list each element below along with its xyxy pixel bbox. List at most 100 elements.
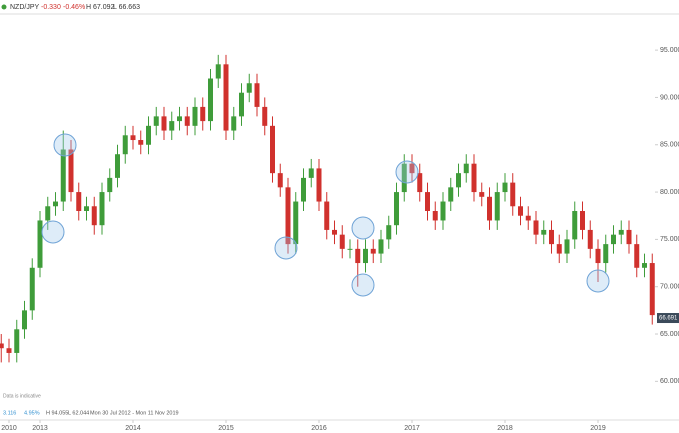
candle-body bbox=[254, 83, 260, 107]
candle-body bbox=[29, 267, 35, 311]
y-tick-label: 65.000 bbox=[660, 331, 679, 338]
x-tick-label: 2018 bbox=[497, 425, 513, 432]
candle-body bbox=[316, 168, 322, 202]
candle-body bbox=[487, 196, 492, 221]
candle-body bbox=[432, 211, 438, 221]
candle-body bbox=[231, 116, 237, 131]
candle-body bbox=[215, 64, 221, 79]
candle-body bbox=[417, 173, 423, 193]
candle-body bbox=[425, 192, 430, 211]
high-label: H 67.092 bbox=[86, 4, 115, 11]
candle-body bbox=[161, 116, 167, 131]
candle-body bbox=[494, 192, 500, 221]
candle-body bbox=[22, 310, 27, 330]
candle-body bbox=[293, 201, 299, 245]
candle-body bbox=[556, 244, 562, 254]
candle-body bbox=[378, 239, 384, 254]
x-tick-label: 2017 bbox=[404, 425, 420, 432]
y-tick-label: 70.000 bbox=[660, 284, 679, 291]
candle-body bbox=[332, 229, 337, 235]
candle-body bbox=[634, 244, 640, 268]
candle-body bbox=[169, 121, 175, 131]
candle-body bbox=[138, 140, 144, 145]
annotation-circle bbox=[351, 273, 375, 297]
y-tick-label: 90.000 bbox=[660, 94, 679, 101]
symbol: NZD/JPY bbox=[10, 4, 40, 11]
candle-body bbox=[107, 177, 113, 193]
candle-body bbox=[626, 229, 632, 245]
candle-body bbox=[200, 106, 206, 122]
footer-pct: 4.95% bbox=[24, 410, 40, 416]
candle-body bbox=[595, 248, 601, 264]
candle-body bbox=[502, 182, 508, 193]
x-tick-label: 2016 bbox=[311, 425, 327, 432]
candle-body bbox=[533, 220, 539, 235]
x-tick-label: 2019 bbox=[590, 425, 606, 432]
candle-body bbox=[208, 78, 213, 122]
candle-body bbox=[68, 149, 74, 193]
plot: 60.000 65.000 70.000 75.000 80.000 85.000 90.0… bbox=[0, 47, 679, 432]
candle-body bbox=[91, 206, 97, 226]
candle-body bbox=[409, 163, 415, 174]
annotation-circle bbox=[395, 160, 419, 184]
candle-body bbox=[510, 182, 516, 207]
candle-body bbox=[463, 163, 469, 174]
candle-body bbox=[642, 263, 647, 268]
candle-body bbox=[153, 116, 159, 126]
candle-body bbox=[246, 83, 252, 93]
candle-body bbox=[37, 220, 43, 268]
candle-body bbox=[130, 135, 136, 141]
candle-body bbox=[448, 187, 454, 202]
candle-body bbox=[355, 248, 361, 264]
candle-body bbox=[177, 116, 182, 122]
candle-body bbox=[363, 248, 368, 264]
candle-body bbox=[518, 206, 523, 216]
candle-body bbox=[115, 154, 120, 178]
last-price-label: 66.691 bbox=[659, 316, 678, 322]
candle-body bbox=[587, 229, 593, 249]
candle-body bbox=[611, 234, 616, 245]
candle-body bbox=[386, 225, 392, 240]
footer-low: L 62.044 bbox=[68, 410, 89, 416]
candle-body bbox=[184, 116, 190, 126]
annotations bbox=[41, 133, 610, 297]
candle-body bbox=[122, 135, 128, 155]
candle-body bbox=[76, 192, 82, 211]
footer-high: H 94.055 bbox=[46, 410, 68, 416]
candle-body bbox=[146, 125, 151, 145]
y-tick-label: 85.000 bbox=[660, 142, 679, 149]
candle-body bbox=[301, 177, 306, 202]
annotation-circle bbox=[53, 133, 77, 157]
candle-body bbox=[401, 163, 407, 193]
x-tick-label: 2014 bbox=[125, 425, 141, 432]
candle-body bbox=[603, 244, 609, 264]
candle-body bbox=[580, 211, 585, 230]
candle-body bbox=[84, 206, 89, 211]
candle-body bbox=[45, 206, 51, 221]
low-label: L 66.663 bbox=[113, 4, 140, 11]
footer-change: 3.116 bbox=[3, 410, 16, 416]
candle-body bbox=[649, 263, 655, 316]
footer-range: Mon 30 Jul 2012 - Mon 11 Nov 2019 bbox=[90, 410, 179, 416]
candle-body bbox=[564, 239, 570, 254]
candle-body bbox=[549, 229, 554, 245]
candle-body bbox=[572, 211, 578, 240]
candle-body bbox=[456, 173, 461, 188]
note: Data is indicative bbox=[3, 393, 41, 399]
annotation-circle bbox=[41, 220, 65, 244]
last-price-box bbox=[657, 313, 679, 324]
change: -0.330 bbox=[41, 4, 61, 11]
x-tick-label: 2015 bbox=[218, 425, 234, 432]
candle-body bbox=[262, 106, 268, 126]
annotation-circle bbox=[274, 236, 298, 260]
candle-body bbox=[479, 192, 485, 197]
candle-body bbox=[324, 201, 330, 230]
change-pct: -0.46% bbox=[63, 4, 85, 11]
candle-body bbox=[277, 173, 283, 188]
candle-body bbox=[6, 348, 12, 353]
candle-body bbox=[60, 149, 66, 202]
candle-body bbox=[347, 248, 353, 250]
candle-body bbox=[471, 163, 477, 193]
candle-body bbox=[239, 92, 244, 117]
